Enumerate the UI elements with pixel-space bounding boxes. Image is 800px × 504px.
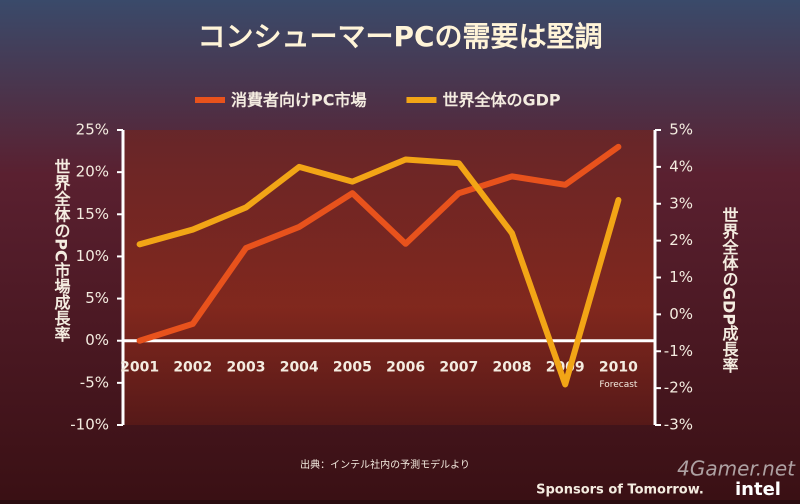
y-axis-title: 世界全体のPC市場成長率 xyxy=(52,158,72,343)
y2-tick-label: 2% xyxy=(669,231,693,249)
x-tick-label: 2009 xyxy=(546,360,585,376)
y-tick-label: 0% xyxy=(85,331,109,349)
x-tick-label: 2001 xyxy=(120,360,159,376)
x-tick-label: 2002 xyxy=(173,360,212,376)
x-tick-label: 2008 xyxy=(493,360,532,376)
y2-tick-label: -3% xyxy=(664,416,693,434)
y-tick-label: 15% xyxy=(76,205,109,223)
forecast-note: Forecast xyxy=(599,380,638,390)
x-tick-label: 2005 xyxy=(333,360,372,376)
source-note: 出典：インテル社内の予測モデルより xyxy=(300,458,470,471)
x-tick-label: 2004 xyxy=(280,360,319,376)
y-tick-label: 5% xyxy=(85,289,109,307)
y-tick-label: -10% xyxy=(70,416,109,434)
x-tick-label: 2007 xyxy=(439,360,478,376)
x-tick-label: 2003 xyxy=(227,360,266,376)
y-tick-label: 20% xyxy=(76,163,109,181)
y2-tick-label: -1% xyxy=(664,342,693,360)
logo: intel xyxy=(735,479,781,500)
legend-label: 世界全体のGDP xyxy=(442,91,560,110)
footer: Sponsors of Tomorrow. xyxy=(536,483,704,498)
y2-axis-title: 世界全体のGDP成長率 xyxy=(720,207,740,374)
y2-tick-label: 0% xyxy=(669,305,693,323)
series-line xyxy=(136,156,622,388)
chart-title: コンシューマーPCの需要は堅調 xyxy=(197,20,602,53)
y2-tick-label: 1% xyxy=(669,268,693,286)
legend-label: 消費者向けPC市場 xyxy=(231,91,366,110)
y2-tick-label: 3% xyxy=(669,194,693,212)
x-tick-label: 2010 xyxy=(599,360,638,376)
series-line xyxy=(136,143,622,344)
y-tick-label: 10% xyxy=(76,247,109,265)
y-tick-label: 25% xyxy=(76,121,109,139)
y-tick-label: -5% xyxy=(80,373,109,391)
y2-tick-label: 5% xyxy=(669,121,693,139)
watermark: 4Gamer.net xyxy=(677,457,796,481)
x-tick-label: 2006 xyxy=(386,360,425,376)
y2-tick-label: 4% xyxy=(669,157,693,175)
y2-tick-label: -2% xyxy=(664,379,693,397)
